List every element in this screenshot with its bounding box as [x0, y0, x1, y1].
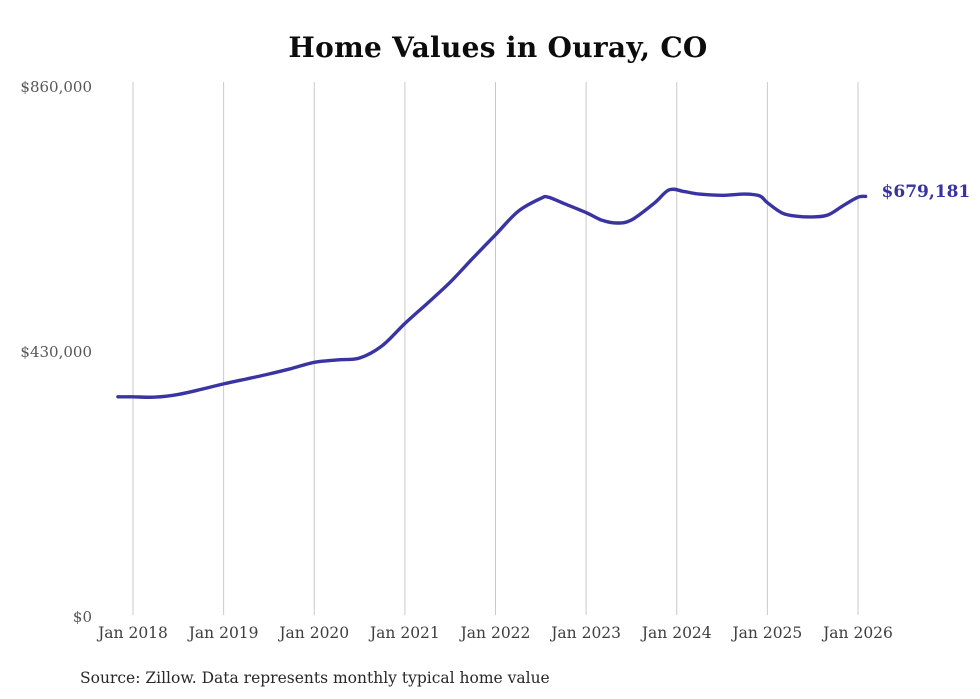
source-note: Source: Zillow. Data represents monthly …	[80, 669, 550, 687]
y-axis-tick-label: $860,000	[20, 78, 92, 96]
x-axis-tick-label: Jan 2021	[369, 624, 440, 642]
y-axis-tick-label: $430,000	[20, 343, 92, 361]
chart-title: Home Values in Ouray, CO	[288, 31, 708, 64]
home-value-line	[116, 187, 868, 399]
x-axis-tick-label: Jan 2025	[732, 624, 803, 642]
vertical-gridlines	[132, 82, 859, 615]
x-axis-tick-label: Jan 2020	[279, 624, 350, 642]
x-axis-tick-label: Jan 2018	[98, 624, 168, 642]
x-axis-tick-label: Jan 2026	[823, 624, 893, 642]
x-axis-tick-label: Jan 2024	[641, 624, 712, 642]
x-axis-tick-label: Jan 2022	[460, 624, 531, 642]
current-value-label: $679,181	[881, 182, 971, 203]
y-axis-tick-label: $0	[72, 608, 92, 626]
x-axis-tick-label: Jan 2023	[551, 624, 622, 642]
x-axis-tick-label: Jan 2019	[188, 624, 259, 642]
